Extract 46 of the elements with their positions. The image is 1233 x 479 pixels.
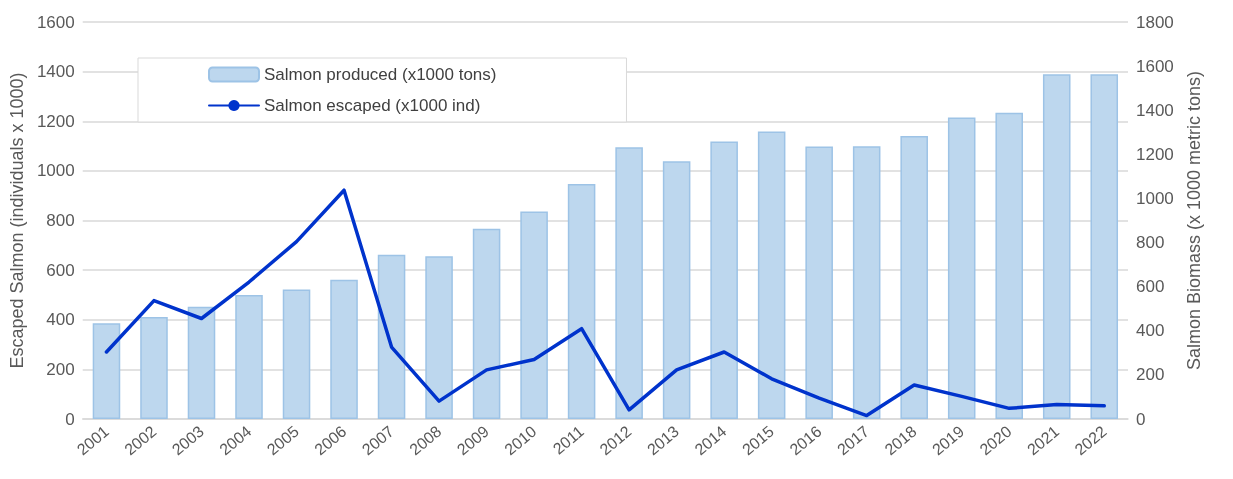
line-series: [104, 188, 1106, 418]
bar: [282, 289, 311, 419]
bar: [900, 136, 928, 419]
legend-label: Salmon produced (x1000 tons): [264, 65, 497, 84]
y2-tick-label: 1200: [1136, 144, 1174, 164]
bar: [947, 117, 976, 419]
y-tick-label: 0: [65, 409, 75, 429]
y2-tick-label: 600: [1136, 277, 1165, 297]
y-tick-label: 600: [46, 260, 75, 280]
bar: [472, 228, 501, 419]
bar: [425, 256, 453, 419]
bar: [235, 295, 263, 419]
y-tick-label: 1200: [36, 111, 75, 131]
y2-tick-label: 0: [1136, 409, 1146, 429]
bar: [520, 211, 548, 419]
bar: [615, 147, 643, 419]
y2-tick-label: 200: [1136, 365, 1165, 385]
bar: [710, 141, 738, 419]
y-tick-label: 200: [46, 359, 75, 379]
bar: [852, 146, 881, 419]
bar: [1042, 74, 1071, 419]
bar: [330, 279, 358, 419]
y2-tick-label: 1800: [1136, 12, 1174, 32]
y-tick-label: 800: [46, 211, 75, 230]
y2-tick-label: 1400: [1136, 100, 1174, 120]
y-axis-title: Escaped Salmon (individuals x 1000): [7, 72, 27, 369]
y-tick-label: 1400: [36, 62, 75, 82]
y-tick-label: 1000: [36, 161, 75, 181]
y-tick-label: 400: [46, 310, 75, 330]
bar: [92, 323, 121, 419]
bar: [1090, 74, 1119, 419]
bar: [995, 112, 1023, 419]
y2-tick-label: 1000: [1136, 188, 1174, 208]
bar: [757, 131, 786, 419]
bar: [377, 254, 406, 419]
bar: [140, 317, 168, 419]
y2-axis-title: Salmon Biomass (x 1000 metric tons): [1183, 70, 1204, 371]
y2-tick-label: 1600: [1136, 56, 1174, 76]
bar: [662, 161, 691, 419]
bar: [187, 306, 216, 419]
y2-tick-label: 400: [1136, 321, 1165, 341]
bar: [805, 146, 833, 419]
y-tick-label: 1600: [36, 12, 75, 32]
bar: [567, 183, 596, 419]
y2-tick-label: 800: [1136, 233, 1165, 253]
legend-label: Salmon escaped (x1000 ind): [264, 96, 481, 115]
